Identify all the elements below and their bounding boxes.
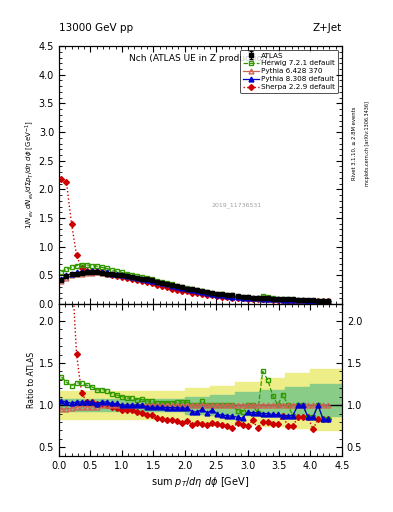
Herwig 7.2.1 default bbox=[165, 280, 169, 286]
Pythia 8.308 default bbox=[321, 298, 325, 304]
Herwig 7.2.1 default bbox=[225, 292, 230, 298]
Pythia 6.428 370 bbox=[326, 297, 331, 304]
Pythia 6.428 370 bbox=[165, 281, 169, 287]
Text: 2019_11736531: 2019_11736531 bbox=[212, 202, 262, 208]
Sherpa 2.2.9 default bbox=[215, 293, 220, 299]
Legend: ATLAS, Herwig 7.2.1 default, Pythia 6.428 370, Pythia 8.308 default, Sherpa 2.2.: ATLAS, Herwig 7.2.1 default, Pythia 6.42… bbox=[241, 50, 338, 93]
Y-axis label: Ratio to ATLAS: Ratio to ATLAS bbox=[27, 352, 36, 408]
Pythia 8.308 default bbox=[220, 292, 225, 298]
Sherpa 2.2.9 default bbox=[105, 270, 109, 276]
Sherpa 2.2.9 default bbox=[205, 292, 210, 298]
Pythia 8.308 default bbox=[210, 291, 215, 297]
Pythia 6.428 370 bbox=[94, 269, 99, 275]
Line: Pythia 6.428 370: Pythia 6.428 370 bbox=[59, 270, 331, 303]
Herwig 7.2.1 default bbox=[220, 291, 225, 297]
Pythia 8.308 default bbox=[109, 270, 114, 276]
Sherpa 2.2.9 default bbox=[220, 293, 225, 300]
Herwig 7.2.1 default bbox=[109, 267, 114, 273]
Pythia 6.428 370 bbox=[225, 292, 230, 298]
Sherpa 2.2.9 default bbox=[326, 298, 331, 304]
Text: mcplots.cern.ch [arXiv:1306.3436]: mcplots.cern.ch [arXiv:1306.3436] bbox=[365, 101, 371, 186]
Sherpa 2.2.9 default bbox=[59, 176, 64, 182]
Sherpa 2.2.9 default bbox=[160, 283, 164, 289]
Herwig 7.2.1 default bbox=[321, 298, 325, 304]
Pythia 8.308 default bbox=[59, 275, 64, 282]
Line: Pythia 8.308 default: Pythia 8.308 default bbox=[59, 269, 331, 304]
Pythia 6.428 370 bbox=[245, 294, 250, 300]
Text: Rivet 3.1.10, ≥ 2.8M events: Rivet 3.1.10, ≥ 2.8M events bbox=[352, 106, 357, 180]
Sherpa 2.2.9 default bbox=[310, 298, 315, 304]
Line: Herwig 7.2.1 default: Herwig 7.2.1 default bbox=[59, 263, 331, 304]
Pythia 8.308 default bbox=[245, 294, 250, 301]
Pythia 8.308 default bbox=[165, 282, 169, 288]
Y-axis label: $1/N_{ev}\ dN_{ev}/d\Sigma p_T/d\eta\ d\phi\ [\mathrm{GeV}^{-1}]$: $1/N_{ev}\ dN_{ev}/d\Sigma p_T/d\eta\ d\… bbox=[23, 121, 36, 229]
Pythia 6.428 370 bbox=[59, 278, 64, 284]
Text: Z+Jet: Z+Jet bbox=[313, 23, 342, 33]
Pythia 8.308 default bbox=[326, 298, 331, 304]
Pythia 6.428 370 bbox=[109, 271, 114, 277]
Herwig 7.2.1 default bbox=[210, 290, 215, 296]
Line: Sherpa 2.2.9 default: Sherpa 2.2.9 default bbox=[59, 177, 330, 303]
Sherpa 2.2.9 default bbox=[240, 295, 245, 302]
X-axis label: sum $p_T/d\eta\ d\phi$ [GeV]: sum $p_T/d\eta\ d\phi$ [GeV] bbox=[151, 475, 250, 489]
Herwig 7.2.1 default bbox=[79, 262, 84, 268]
Pythia 6.428 370 bbox=[210, 290, 215, 296]
Pythia 6.428 370 bbox=[220, 291, 225, 297]
Text: Nch (ATLAS UE in Z production): Nch (ATLAS UE in Z production) bbox=[129, 54, 272, 63]
Herwig 7.2.1 default bbox=[245, 294, 250, 300]
Pythia 8.308 default bbox=[225, 293, 230, 299]
Text: 13000 GeV pp: 13000 GeV pp bbox=[59, 23, 133, 33]
Pythia 8.308 default bbox=[84, 268, 89, 274]
Pythia 6.428 370 bbox=[316, 297, 320, 304]
Herwig 7.2.1 default bbox=[59, 269, 64, 275]
Herwig 7.2.1 default bbox=[326, 298, 331, 304]
